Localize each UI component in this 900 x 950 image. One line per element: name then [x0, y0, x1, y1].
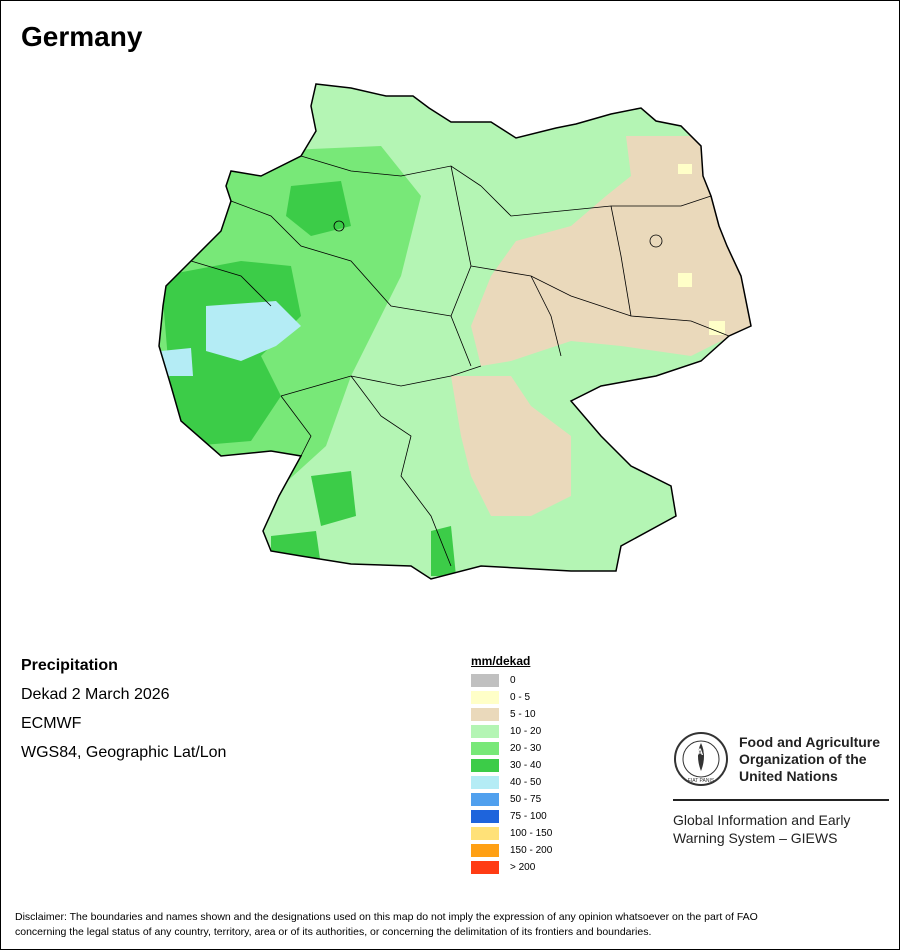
state-boundaries [190, 155, 730, 567]
legend-swatch [471, 759, 499, 772]
legend-label: > 200 [510, 862, 536, 873]
legend: mm/dekad 0 0 - 5 5 - 10 10 - 20 20 - 30 … [471, 654, 552, 876]
legend-unit: mm/dekad [471, 654, 531, 668]
precipitation-map [158, 83, 752, 580]
legend-item: 75 - 100 [471, 808, 552, 825]
fao-divider [673, 799, 889, 801]
disclaimer: Disclaimer: The boundaries and names sho… [15, 910, 885, 940]
legend-label: 30 - 40 [510, 760, 542, 771]
legend-swatch [471, 810, 499, 823]
fao-name-line3: United Nations [739, 767, 838, 784]
legend-swatch [471, 725, 499, 738]
fao-logo-icon: FAO FIAT PANIS [674, 732, 728, 786]
legend-label: 0 [510, 675, 516, 686]
legend-label: 50 - 75 [510, 794, 542, 805]
legend-swatch [471, 776, 499, 789]
legend-item: > 200 [471, 859, 552, 876]
legend-swatch [471, 793, 499, 806]
legend-item: 100 - 150 [471, 825, 552, 842]
source-label: ECMWF [21, 715, 82, 732]
map-title: Germany [21, 21, 143, 52]
legend-label: 0 - 5 [510, 692, 531, 703]
legend-label: 5 - 10 [510, 709, 536, 720]
giews-name: Global Information and Early Warning Sys… [673, 811, 889, 847]
fao-block: FAO FIAT PANIS Food and Agriculture Orga… [673, 731, 889, 847]
projection-label: WGS84, Geographic Lat/Lon [21, 744, 227, 761]
legend-swatch [471, 691, 499, 704]
country-border [158, 83, 752, 580]
legend-item: 150 - 200 [471, 842, 552, 859]
legend-swatch [471, 827, 499, 840]
fao-logo-motto: FIAT PANIS [688, 778, 715, 784]
giews-line1: Global Information and Early [673, 812, 851, 828]
legend-label: 100 - 150 [510, 828, 553, 839]
legend-item: 5 - 10 [471, 706, 552, 723]
legend-swatch [471, 742, 499, 755]
precipitation-field [159, 84, 751, 579]
legend-item: 10 - 20 [471, 723, 552, 740]
map-info: Precipitation Dekad 2 March 2026 ECMWF W… [21, 657, 226, 773]
fao-name-line1: Food and Agriculture [739, 733, 881, 750]
legend-item: 0 [471, 672, 552, 689]
legend-item: 0 - 5 [471, 689, 552, 706]
legend-item: 20 - 30 [471, 740, 552, 757]
disclaimer-line2: concerning the legal status of any count… [15, 926, 652, 938]
legend-label: 75 - 100 [510, 811, 547, 822]
legend-swatch [471, 708, 499, 721]
legend-swatch [471, 844, 499, 857]
period-label: Dekad 2 March 2026 [21, 686, 170, 703]
disclaimer-line1: Disclaimer: The boundaries and names sho… [15, 911, 758, 923]
giews-line2: Warning System – GIEWS [673, 830, 838, 846]
legend-swatch [471, 861, 499, 874]
legend-label: 40 - 50 [510, 777, 542, 788]
fao-logo-text: FAO [692, 747, 711, 757]
fao-name: Food and Agriculture Organization of the… [739, 734, 880, 785]
legend-item: 50 - 75 [471, 791, 552, 808]
legend-swatch [471, 674, 499, 687]
legend-item: 30 - 40 [471, 757, 552, 774]
legend-item: 40 - 50 [471, 774, 552, 791]
legend-label: 10 - 20 [510, 726, 542, 737]
fao-name-line2: Organization of the [739, 750, 867, 767]
legend-label: 20 - 30 [510, 743, 542, 754]
legend-label: 150 - 200 [510, 845, 553, 856]
variable-label: Precipitation [21, 657, 118, 674]
